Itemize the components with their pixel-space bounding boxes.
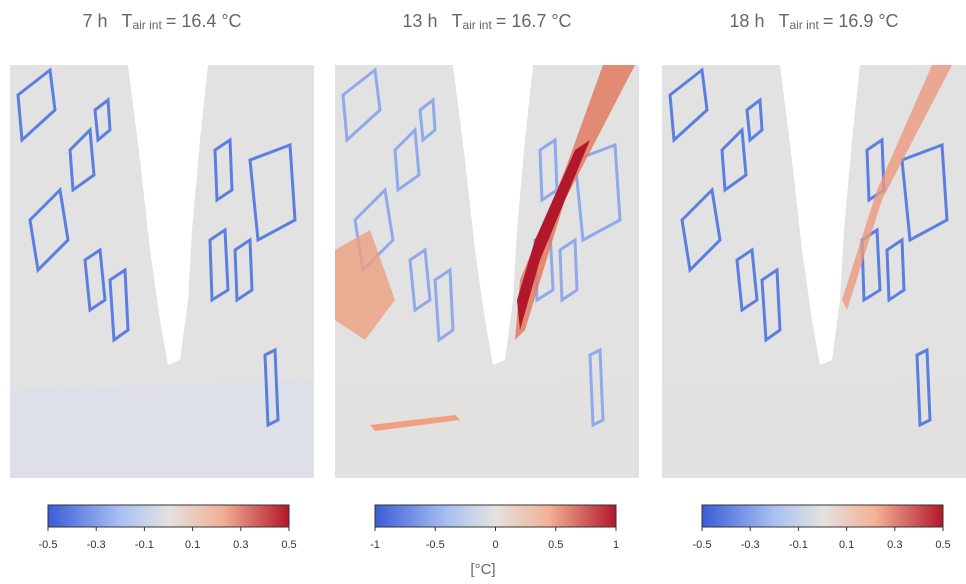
window [680,186,722,274]
colorbar-tick-label: -0.5 [39,539,58,551]
colorbar-tick-label: -0.5 [693,539,712,551]
colorbar-tick-label: -0.3 [741,539,760,551]
colorbar-tick-label: -0.1 [135,539,154,551]
title-label: T [778,11,789,31]
street-render [10,65,314,478]
title-time: 18 h [729,11,764,31]
window [341,67,382,144]
window [248,142,297,243]
colorbar-tick-label: -0.1 [789,539,808,551]
window [915,347,932,428]
window [16,67,57,144]
window [860,227,882,303]
colorbar-tick-label: 0.3 [887,539,902,551]
ground [662,380,966,478]
panel-title: 18 h Tair int = 16.9 °C [729,11,898,32]
window [900,142,949,243]
window [720,126,748,193]
heat-patch [335,230,395,340]
window [418,97,437,143]
window [83,247,107,313]
window [263,347,280,428]
title-value: = 16.4 °C [166,11,242,31]
colorbar-tick-label: 0.5 [548,539,563,551]
colorbar [374,504,617,528]
title-label: T [121,11,132,31]
colorbar-tick-label: 0.5 [935,539,950,551]
window [233,237,254,303]
colorbar-tick-label: 0 [492,539,498,551]
heat-band [515,65,635,340]
window [108,267,130,343]
window [573,142,622,243]
window [433,267,455,343]
colorbar [47,504,290,528]
heat-streak [370,415,460,431]
panel-title: 13 h Tair int = 16.7 °C [402,11,571,32]
colorbar-unit: [°C] [470,561,495,578]
colorbar [701,504,944,528]
colorbar-tick-label: 1 [613,539,619,551]
window [760,267,782,343]
colorbar-tick-label: 0.1 [839,539,854,551]
sky [453,65,533,365]
window [408,247,432,313]
window [558,237,579,303]
window [393,126,421,193]
window [885,237,906,303]
street-render [335,65,639,478]
street-render [662,65,966,478]
window [93,97,112,143]
colorbar-tick-label: 0.5 [281,539,296,551]
title-label: T [451,11,462,31]
heat-band [842,65,952,310]
ground [335,380,639,478]
colorbar-tick-label: -1 [370,539,380,551]
title-time: 13 h [402,11,437,31]
window [28,186,70,274]
colorbar-tick-label: 0.1 [185,539,200,551]
window [588,347,605,428]
title-subscript: air int [789,18,819,32]
ground [10,380,314,478]
window [745,97,764,143]
title-time: 7 h [82,11,107,31]
window [68,126,96,193]
colorbar-tick-label: -0.3 [87,539,106,551]
sky [780,65,860,365]
title-subscript: air int [462,18,492,32]
window [213,137,234,203]
colorbar-tick-label: 0.3 [233,539,248,551]
sky [128,65,208,365]
panel-title: 7 h Tair int = 16.4 °C [82,11,241,32]
title-value: = 16.9 °C [823,11,899,31]
title-value: = 16.7 °C [496,11,572,31]
heat-core [517,140,590,330]
window [735,247,759,313]
colorbar-tick-label: -0.5 [426,539,445,551]
window [208,227,230,303]
window [668,67,709,144]
title-subscript: air int [132,18,162,32]
